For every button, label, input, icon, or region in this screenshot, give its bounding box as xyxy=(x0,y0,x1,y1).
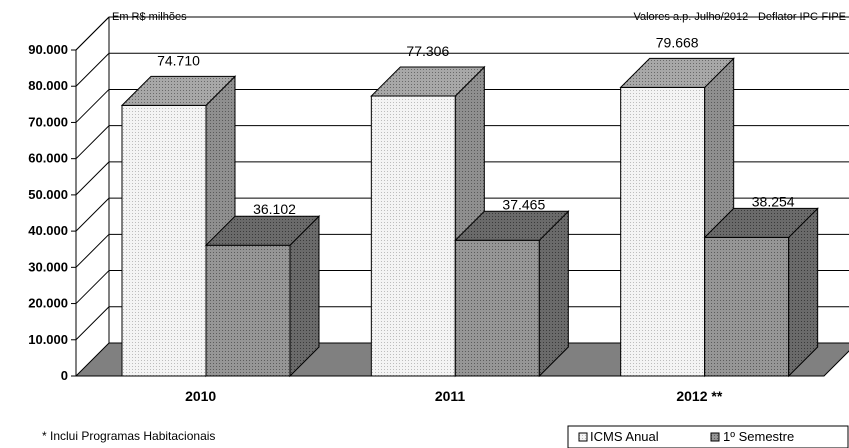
y-tick-label-2: 20.000 xyxy=(28,296,68,311)
y-tick-label-7: 70.000 xyxy=(28,114,68,129)
data-label-1o-semestre-2: 38.254 xyxy=(752,193,795,209)
bar-top xyxy=(204,215,321,246)
category-label-1: 2011 xyxy=(435,388,466,404)
bar-top xyxy=(120,75,237,106)
side-grid-2 xyxy=(75,270,110,304)
side-wall-top xyxy=(75,16,110,51)
legend-swatch-icms-anual xyxy=(578,432,588,442)
bar-front xyxy=(370,95,456,377)
deflator-note: Valores a.p. Julho/2012 - Deflator IPC-F… xyxy=(633,11,846,23)
bar-front xyxy=(704,236,790,377)
bar-top xyxy=(454,210,570,241)
data-label-icms-anual-0: 74.710 xyxy=(157,52,200,68)
bar-top xyxy=(703,207,819,238)
data-label-icms-anual-2: 79.668 xyxy=(656,34,699,50)
side-grid-1 xyxy=(75,306,110,341)
bar-1o-semestre-1 xyxy=(454,210,570,378)
y-tick-label-4: 40.000 xyxy=(28,223,68,238)
category-label-2: 2012 ** xyxy=(676,388,722,404)
y-tick-label-5: 50.000 xyxy=(28,187,68,202)
bar-1o-semestre-0 xyxy=(204,215,321,378)
bars-layer xyxy=(120,57,819,378)
bar-1o-semestre-2 xyxy=(703,207,819,378)
data-label-1o-semestre-0: 36.102 xyxy=(253,201,296,217)
legend-label-1o-semestre: 1º Semestre xyxy=(723,429,794,444)
bar-front xyxy=(121,104,207,377)
legend-label-icms-anual: ICMS Anual xyxy=(590,429,659,444)
legend-box xyxy=(567,425,849,448)
legend-swatch-1o-semestre xyxy=(710,432,720,442)
side-grid-4 xyxy=(75,197,110,232)
y-tick-label-6: 60.000 xyxy=(28,151,68,166)
y-tick-label-0: 0 xyxy=(61,368,68,383)
bar-top xyxy=(619,57,735,88)
side-grid-6 xyxy=(75,125,110,160)
legend: ICMS Anual 1º Semestre xyxy=(567,425,849,448)
side-grid-8 xyxy=(75,52,110,87)
y-tick-label-3: 30.000 xyxy=(28,259,68,274)
bar-icms-anual-2 xyxy=(619,57,735,378)
side-grid-5 xyxy=(75,161,110,196)
bar-front xyxy=(454,239,540,377)
side-grid-7 xyxy=(75,89,110,123)
data-label-icms-anual-1: 77.306 xyxy=(406,43,449,59)
labels-layer: 74.710 36.102 2010 77.306 37.465 2011 79.668 38… xyxy=(157,34,795,404)
y-tick-label-8: 80.000 xyxy=(28,78,68,93)
footnote: * Inclui Programas Habitacionais xyxy=(42,429,215,443)
bar-front xyxy=(620,86,706,377)
side-grid-3 xyxy=(75,233,110,268)
data-label-1o-semestre-1: 37.465 xyxy=(502,196,545,212)
y-tick-label-9: 90.000 xyxy=(28,42,68,57)
bar-front xyxy=(205,244,291,377)
bar-top xyxy=(370,66,486,97)
y-tick-label-1: 10.000 xyxy=(28,332,68,347)
unit-label: Em R$ milhões xyxy=(112,11,187,23)
category-label-0: 2010 xyxy=(185,388,216,404)
